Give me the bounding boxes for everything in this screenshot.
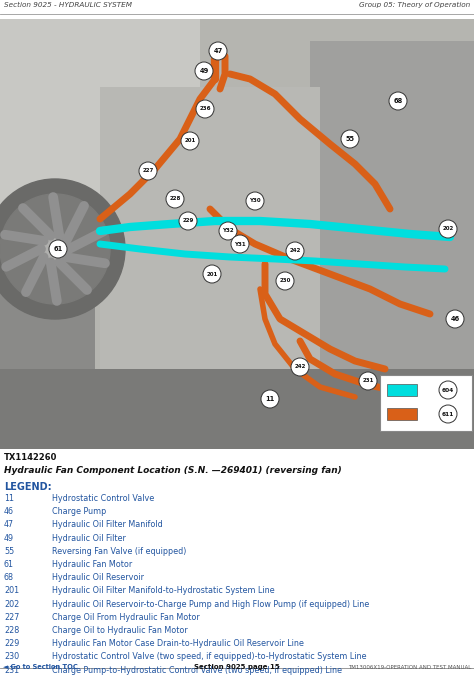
Text: Y32: Y32 (222, 229, 234, 234)
Text: 11: 11 (265, 396, 274, 402)
Circle shape (196, 100, 214, 118)
Circle shape (0, 179, 125, 319)
Text: Hydrostatic Control Valve: Hydrostatic Control Valve (52, 494, 154, 503)
FancyBboxPatch shape (0, 19, 95, 449)
Text: Hydraulic Oil Filter Manifold: Hydraulic Oil Filter Manifold (52, 521, 163, 529)
Circle shape (43, 237, 67, 261)
Circle shape (209, 42, 227, 60)
Text: Hydraulic Oil Reservoir: Hydraulic Oil Reservoir (52, 573, 144, 582)
FancyBboxPatch shape (387, 384, 417, 396)
Circle shape (261, 390, 279, 408)
Text: 47: 47 (213, 48, 223, 54)
Text: 242: 242 (294, 364, 306, 370)
Text: 49: 49 (4, 533, 14, 542)
Text: LEGEND:: LEGEND: (4, 482, 52, 492)
Circle shape (166, 190, 184, 208)
Text: Y31: Y31 (234, 242, 246, 246)
Text: 202: 202 (442, 227, 454, 232)
Text: 68: 68 (4, 573, 14, 582)
Circle shape (219, 222, 237, 240)
Text: Group 05: Theory of Operation: Group 05: Theory of Operation (359, 2, 470, 8)
Circle shape (341, 130, 359, 148)
FancyBboxPatch shape (0, 19, 474, 449)
Text: Reversing Fan Valve (if equipped): Reversing Fan Valve (if equipped) (52, 547, 186, 556)
Circle shape (276, 272, 294, 290)
Text: Hydraulic Fan Component Location (S.N. —269401) (reversing fan): Hydraulic Fan Component Location (S.N. —… (4, 466, 342, 475)
Circle shape (439, 405, 457, 423)
Text: 231: 231 (4, 665, 19, 674)
FancyBboxPatch shape (387, 408, 417, 420)
Circle shape (203, 265, 221, 283)
Text: ◄ Go to Section TOC: ◄ Go to Section TOC (3, 664, 78, 670)
FancyBboxPatch shape (0, 369, 474, 449)
Text: 11: 11 (4, 494, 14, 503)
Text: Hydrostatic Control Valve (two speed, if equipped)-to-Hydrostatic System Line: Hydrostatic Control Valve (two speed, if… (52, 653, 366, 661)
Circle shape (181, 132, 199, 150)
Text: 231: 231 (362, 378, 374, 383)
Text: 46: 46 (4, 507, 14, 516)
Text: 61: 61 (54, 246, 63, 252)
FancyBboxPatch shape (380, 375, 472, 431)
Text: Hydraulic Oil Reservoir-to-Charge Pump and High Flow Pump (if equipped) Line: Hydraulic Oil Reservoir-to-Charge Pump a… (52, 600, 369, 609)
Text: 230: 230 (4, 653, 19, 661)
Text: 55: 55 (4, 547, 14, 556)
Text: 47: 47 (4, 521, 14, 529)
Text: 228: 228 (4, 626, 19, 635)
Text: 61: 61 (4, 560, 14, 569)
Text: Hydraulic Fan Motor: Hydraulic Fan Motor (52, 560, 132, 569)
Circle shape (286, 242, 304, 260)
Text: 230: 230 (279, 278, 291, 284)
Text: Charge Pump: Charge Pump (52, 507, 106, 516)
Text: TM13006X19-OPERATION AND TEST MANUAL: TM13006X19-OPERATION AND TEST MANUAL (348, 665, 471, 670)
Text: 229: 229 (4, 639, 19, 648)
Circle shape (439, 220, 457, 238)
Text: Section 9025 page 15: Section 9025 page 15 (194, 664, 280, 670)
Text: 201: 201 (4, 586, 19, 595)
Text: Y30: Y30 (249, 198, 261, 204)
Text: 236: 236 (199, 106, 211, 112)
Circle shape (359, 372, 377, 390)
Text: 227: 227 (142, 169, 154, 173)
Text: 228: 228 (169, 196, 181, 202)
Text: TX1142260: TX1142260 (4, 453, 57, 462)
Text: Charge Oil From Hydraulic Fan Motor: Charge Oil From Hydraulic Fan Motor (52, 613, 200, 621)
Circle shape (0, 194, 110, 304)
Text: Hydraulic Oil Filter Manifold-to-Hydrostatic System Line: Hydraulic Oil Filter Manifold-to-Hydrost… (52, 586, 274, 595)
Circle shape (231, 235, 249, 253)
Text: Charge Pump-to-Hydrostatic Control Valve (two speed, if equipped) Line: Charge Pump-to-Hydrostatic Control Valve… (52, 665, 342, 674)
Circle shape (49, 240, 67, 258)
FancyBboxPatch shape (310, 41, 474, 406)
Circle shape (139, 162, 157, 180)
Text: Charge Oil to Hydraulic Fan Motor: Charge Oil to Hydraulic Fan Motor (52, 626, 188, 635)
Text: 68: 68 (393, 98, 402, 104)
Text: Section 9025 - HYDRAULIC SYSTEM: Section 9025 - HYDRAULIC SYSTEM (4, 2, 132, 8)
FancyBboxPatch shape (0, 19, 200, 213)
Text: 55: 55 (346, 136, 355, 142)
Text: 611: 611 (442, 412, 454, 416)
Text: 227: 227 (4, 613, 19, 621)
Circle shape (179, 212, 197, 230)
Text: Hydraulic Fan Motor Case Drain-to-Hydraulic Oil Reservoir Line: Hydraulic Fan Motor Case Drain-to-Hydrau… (52, 639, 304, 648)
Circle shape (439, 381, 457, 399)
Text: 49: 49 (200, 68, 209, 74)
Text: 604: 604 (442, 387, 454, 393)
Text: 242: 242 (289, 248, 301, 253)
FancyBboxPatch shape (100, 87, 320, 409)
Text: Hydraulic Oil Filter: Hydraulic Oil Filter (52, 533, 126, 542)
Circle shape (195, 62, 213, 80)
Text: 201: 201 (184, 139, 196, 144)
Circle shape (246, 192, 264, 210)
Text: 202: 202 (4, 600, 19, 609)
Circle shape (446, 310, 464, 328)
Text: 229: 229 (182, 219, 194, 223)
Text: 46: 46 (450, 316, 460, 322)
Circle shape (291, 358, 309, 376)
Text: 201: 201 (206, 271, 218, 276)
Circle shape (389, 92, 407, 110)
